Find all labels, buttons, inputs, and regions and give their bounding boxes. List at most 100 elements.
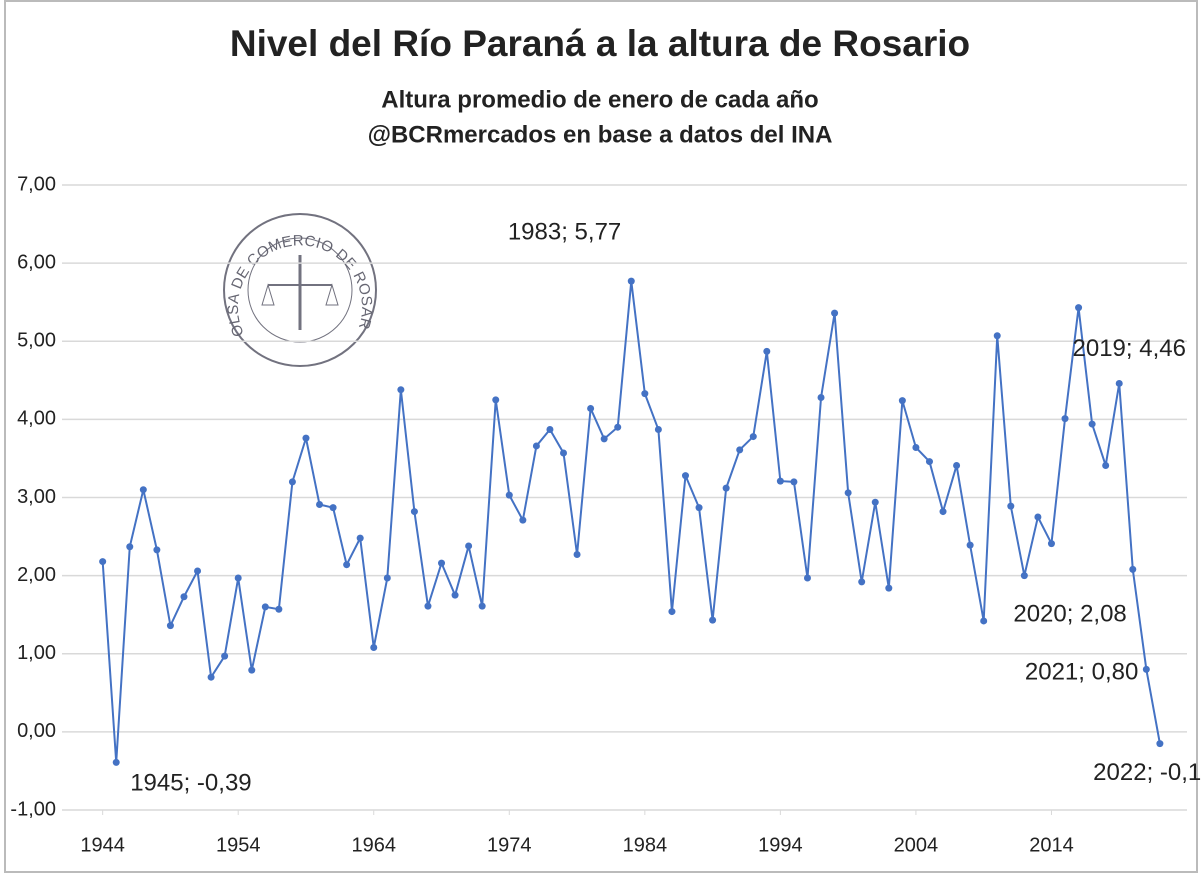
point (817, 394, 825, 401)
point (600, 435, 608, 443)
point (695, 504, 703, 512)
point (275, 605, 283, 613)
point (587, 404, 595, 412)
point (790, 478, 798, 486)
point (207, 673, 215, 681)
point (1034, 513, 1042, 521)
chart-subtitle: @BCRmercados en base a datos del INA (368, 121, 833, 148)
y-tick-label: 6,00 (17, 251, 56, 273)
point (261, 603, 269, 611)
point (465, 542, 473, 550)
point (1061, 415, 1069, 423)
chart-title: Nivel del Río Paraná a la altura de Rosa… (230, 23, 970, 64)
frame (4, 0, 1198, 873)
point (560, 449, 568, 457)
y-tick-label: 2,00 (17, 564, 56, 586)
point (1129, 565, 1137, 573)
y-tick-label: 3,00 (17, 486, 56, 508)
point (1142, 665, 1150, 673)
x-tick-label: 2014 (1029, 834, 1074, 856)
point (1020, 572, 1028, 580)
point (397, 386, 405, 394)
point (912, 444, 920, 451)
x-tick-label: 2004 (894, 834, 939, 856)
data-label: 1945; -0,39 (130, 770, 251, 797)
x-tick-label: 1964 (351, 834, 396, 856)
x-tick-label: 1994 (758, 834, 803, 856)
point (966, 541, 974, 549)
point (763, 347, 771, 355)
point (858, 578, 866, 586)
point (153, 546, 161, 554)
point (383, 574, 391, 582)
point (1088, 420, 1096, 428)
point (248, 666, 256, 674)
point (302, 434, 310, 442)
point (532, 442, 540, 450)
point (776, 477, 784, 485)
point (126, 543, 134, 551)
point (844, 489, 852, 497)
point (451, 591, 459, 599)
point (681, 472, 689, 480)
chart-subtitle: Altura promedio de enero de cada año (381, 86, 818, 113)
point (370, 644, 378, 651)
point (1115, 379, 1123, 387)
y-tick-label: 0,00 (17, 720, 56, 742)
point (343, 561, 351, 569)
point (424, 602, 432, 610)
point (953, 461, 961, 469)
y-tick-label: 7,00 (17, 173, 56, 195)
point (1047, 540, 1055, 548)
point (722, 484, 730, 492)
x-tick-label: 1974 (487, 834, 532, 856)
point (478, 602, 486, 610)
x-tick-label: 1944 (80, 834, 125, 856)
point (1075, 304, 1083, 312)
data-label: 2019; 4,46 (1073, 335, 1186, 362)
y-tick-label: 5,00 (17, 330, 56, 352)
point (654, 426, 662, 434)
data-label: 1983; 5,77 (508, 218, 621, 245)
point (614, 423, 622, 431)
point (492, 396, 500, 404)
point (668, 608, 676, 616)
point (180, 593, 188, 601)
point (139, 486, 147, 494)
point (438, 559, 446, 567)
point (885, 584, 893, 592)
y-tick-label: 4,00 (17, 408, 56, 430)
point (736, 446, 744, 454)
point (316, 501, 324, 509)
y-tick-label: 1,00 (17, 642, 56, 664)
point (898, 397, 906, 405)
point (288, 478, 296, 486)
point (573, 551, 581, 559)
point (1007, 502, 1015, 510)
point (546, 426, 554, 434)
x-tick-label: 1984 (623, 834, 668, 856)
point (1156, 740, 1164, 748)
y-tick-label: -1,00 (10, 798, 56, 820)
data-label: 2021; 0,80 (1025, 659, 1138, 686)
point (980, 617, 988, 625)
point (709, 616, 717, 624)
data-label: 2022; -0,15 (1093, 759, 1202, 786)
point (329, 504, 337, 512)
point (112, 758, 120, 766)
point (410, 508, 418, 516)
point (234, 574, 242, 582)
point (925, 458, 933, 466)
point (356, 534, 364, 542)
data-label: 2020; 2,08 (1013, 601, 1126, 628)
point (749, 433, 757, 441)
point (166, 622, 174, 630)
x-tick-label: 1954 (216, 834, 261, 856)
point (221, 652, 229, 660)
point (627, 277, 635, 285)
point (803, 574, 811, 582)
point (99, 558, 107, 566)
point (519, 516, 527, 524)
point (939, 508, 947, 516)
